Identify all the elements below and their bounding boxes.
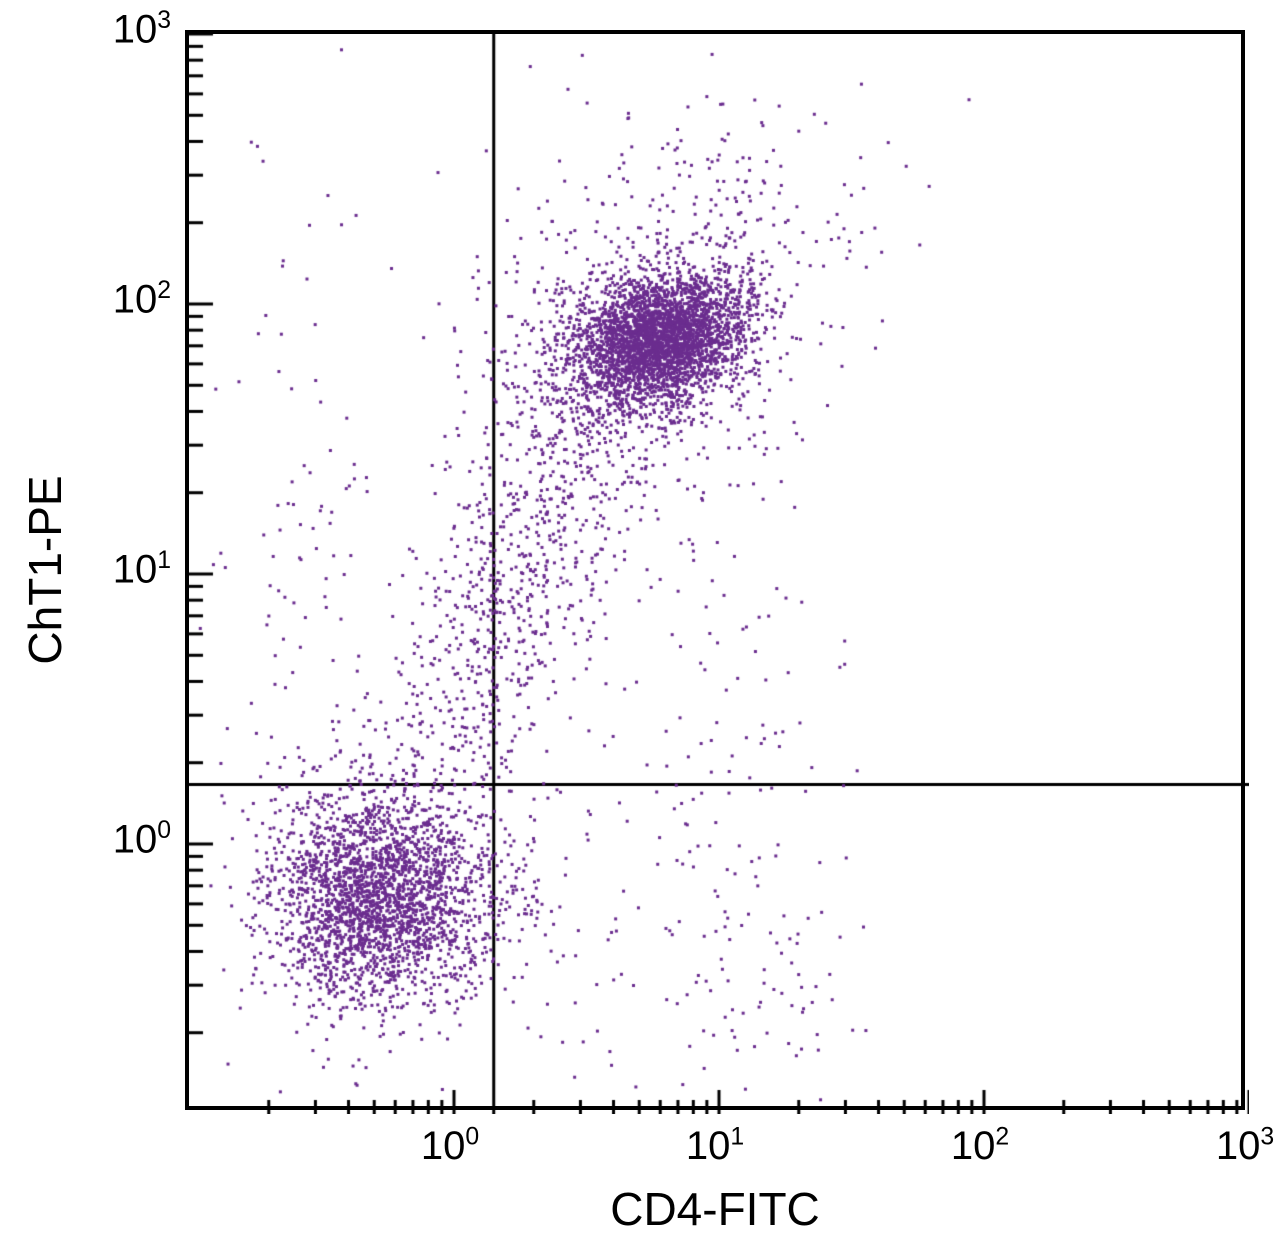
tick-label: 101	[686, 1124, 744, 1169]
scatter-canvas	[189, 34, 1249, 1114]
y-axis-label: ChT1-PE	[18, 475, 72, 664]
tick-label: 100	[113, 818, 171, 863]
tick-label: 101	[113, 548, 171, 593]
tick-label: 103	[1216, 1124, 1274, 1169]
tick-label: 103	[113, 8, 171, 53]
plot-area	[185, 30, 1245, 1110]
x-axis-label: CD4-FITC	[610, 1182, 820, 1236]
tick-label: 102	[951, 1124, 1009, 1169]
tick-label: 102	[113, 278, 171, 323]
chart-stage: ChT1-PE CD4-FITC 10010110210310010110210…	[0, 0, 1280, 1230]
tick-label: 100	[421, 1124, 479, 1169]
